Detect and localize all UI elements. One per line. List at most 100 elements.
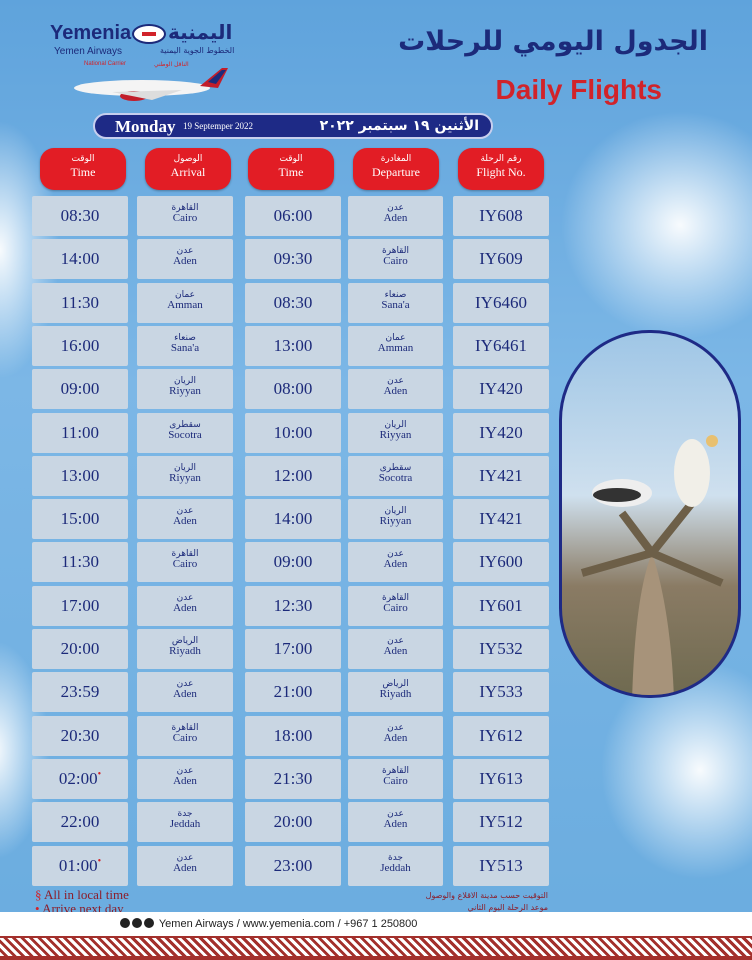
decorative-pattern-band — [0, 936, 752, 960]
city-en: Aden — [383, 731, 408, 744]
header-ar: الوقت — [279, 154, 303, 164]
instagram-icon[interactable] — [120, 918, 130, 928]
flight-number-cell: IY612 — [453, 715, 549, 756]
city-ar: سقطرى — [379, 462, 412, 473]
arrival-cell: عمان Amman — [137, 282, 233, 323]
note-local-time: All in local time — [44, 887, 129, 902]
city-en: Aden — [173, 255, 197, 268]
city-ar: عمان — [385, 332, 406, 343]
arrival-time: 08:30 — [60, 206, 100, 225]
flight-number-cell: IY613 — [453, 758, 549, 799]
departure-time: 12:00 — [273, 465, 313, 485]
city-en: Socotra — [168, 428, 202, 441]
arrival-cell: عدن Aden — [137, 585, 233, 626]
flight-number: IY513 — [479, 855, 523, 875]
page-title-ar: الجدول اليومي للرحلات — [398, 26, 708, 57]
date-bar: Monday 19 Septemper 2022 الأثنين ١٩ سبتم… — [93, 113, 493, 139]
arrival-time-cell: 17:00 — [32, 585, 128, 626]
header-ar: رقم الرحلة — [480, 154, 522, 164]
arrival-cell: صنعاء Sana'a — [137, 325, 233, 366]
arrival-cell: عدن Aden — [137, 845, 233, 886]
city-ar: الريان — [384, 506, 407, 517]
header-en: Time — [70, 165, 96, 179]
flight-number: IY532 — [479, 639, 523, 658]
departure-time-cell: 12:30 — [245, 585, 341, 626]
city-ar: عدن — [387, 722, 404, 733]
arrival-time: 20:30 — [60, 725, 100, 745]
arrival-time-cell: 14:00 — [32, 239, 128, 280]
city-ar: القاهرة — [382, 246, 409, 257]
city-en: Cairo — [383, 774, 408, 787]
flight-number-cell: IY609 — [453, 239, 549, 280]
arrival-time: 15:00 — [60, 509, 100, 529]
arrival-time: 11:30 — [60, 552, 100, 572]
city-en: Riyyan — [379, 515, 412, 528]
flight-number: IY609 — [479, 249, 523, 269]
flight-number-cell: IY421 — [453, 455, 549, 496]
arrival-time: 13:00 — [60, 465, 100, 485]
departure-time: 08:30 — [273, 292, 313, 312]
arrival-time-cell: 01:00• — [32, 845, 128, 886]
arrival-time-cell: 11:30 — [32, 282, 128, 323]
page-title-en: Daily Flights — [495, 74, 662, 105]
departure-time-cell: 20:00 — [245, 802, 341, 843]
next-day-marker-icon: • — [97, 768, 102, 780]
header-ar: الوقت — [71, 154, 95, 164]
arrival-time-cell: 20:00 — [32, 629, 128, 669]
flight-number: IY421 — [479, 509, 523, 529]
city-en: Aden — [173, 515, 197, 528]
arrival-time: 20:00 — [60, 639, 100, 658]
flight-number: IY601 — [479, 595, 523, 615]
flight-number: IY6461 — [475, 335, 527, 355]
city-ar: عدن — [176, 506, 194, 517]
arrival-time-cell: 02:00• — [32, 758, 128, 799]
departure-time: 17:00 — [273, 639, 313, 658]
departure-cell: عمان Amman — [348, 325, 443, 366]
departure-time-cell: 14:00 — [245, 499, 341, 540]
city-en: Riyadh — [169, 645, 201, 657]
flight-number: IY612 — [479, 725, 523, 745]
city-en: Aden — [173, 861, 197, 874]
footer-contact: Yemen Airways / www.yemenia.com / +967 1… — [158, 918, 418, 930]
city-ar: الريان — [384, 419, 407, 430]
city-ar: عدن — [387, 636, 404, 646]
day-en: Monday — [115, 117, 176, 136]
departure-time-cell: 06:00 — [245, 196, 341, 236]
city-ar: عدن — [176, 852, 194, 863]
departure-time-cell: 10:00 — [245, 412, 341, 453]
date-ar: الأثنين ١٩ سبتمبر ٢٠٢٢ — [319, 118, 479, 134]
city-en: Socotra — [378, 471, 413, 484]
arrival-time: 16:00 — [60, 335, 100, 355]
arrival-time-cell: 16:00 — [32, 325, 128, 366]
city-ar: عدن — [387, 376, 404, 387]
arrival-cell: القاهرة Cairo — [137, 196, 233, 236]
vultures-photo — [559, 330, 741, 698]
flight-number: IY600 — [479, 552, 523, 572]
flight-number-cell: IY608 — [453, 196, 549, 236]
arrival-time: 01:00 — [58, 855, 98, 875]
departure-time-cell: 21:00 — [245, 672, 341, 713]
twitter-icon[interactable] — [132, 918, 142, 928]
city-en: Aden — [383, 385, 408, 398]
arrival-time: 09:00 — [60, 379, 100, 399]
logo-sub-ar: الخطوط الجوية اليمنية — [160, 46, 235, 55]
city-en: Riyyan — [169, 385, 201, 398]
departure-time-cell: 09:00 — [245, 542, 341, 583]
logo-carrier-ar: الناقل الوطني — [154, 61, 189, 68]
logo-ar: اليمنية — [168, 20, 233, 44]
city-en: Jeddah — [169, 818, 201, 831]
departure-time: 21:00 — [273, 682, 313, 702]
arrival-time-cell: 11:00 — [32, 412, 128, 453]
arrival-time-cell: 11:30 — [32, 542, 128, 583]
city-ar: الريان — [173, 376, 197, 387]
city-ar: القاهرة — [171, 203, 199, 213]
flight-number: IY533 — [479, 682, 523, 702]
departure-cell: جدة Jeddah — [348, 845, 443, 886]
facebook-icon[interactable] — [144, 918, 154, 928]
departure-cell: عدن Aden — [348, 369, 443, 410]
arrival-time-cell: 15:00 — [32, 499, 128, 540]
flight-number-cell: IY6460 — [453, 282, 549, 323]
departure-time: 09:30 — [273, 249, 313, 269]
header-departure-time: الوقت Time — [248, 148, 334, 190]
city-ar: عدن — [176, 679, 194, 690]
